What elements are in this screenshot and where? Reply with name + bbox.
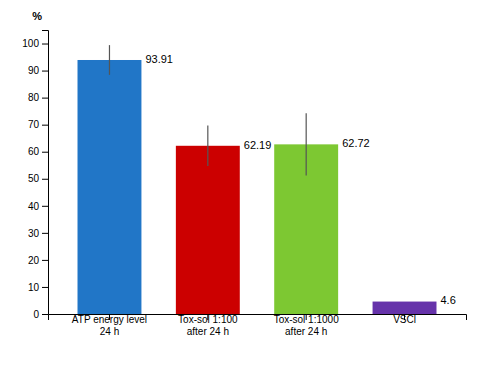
tick-label: 90 (28, 65, 40, 76)
tick-label-line: Tox-sol 1:100 (178, 314, 238, 325)
tick-mark (42, 287, 48, 288)
tick: ATP energy level24 h (72, 314, 147, 337)
tick-label-line: Tox-sol 1:1000 (274, 314, 339, 325)
tick-label: 10 (28, 282, 40, 293)
tick-label: 30 (28, 228, 40, 239)
axis-line (42, 31, 49, 315)
y-axis: 0 10 20 30 40 50 60 70 80 90 100 (22, 31, 48, 320)
tick-mark (42, 44, 48, 45)
tick-label: 60 (28, 146, 40, 157)
tick-label: VSCl (393, 314, 416, 325)
tick-label-line: VSCl (393, 314, 416, 325)
tick-label: 40 (28, 201, 40, 212)
tick-label: 0 (33, 309, 39, 320)
tick: 100 (22, 38, 48, 49)
tick-mark (42, 260, 48, 261)
tick-label-line: ATP energy level (72, 314, 147, 325)
tick-mark (42, 98, 48, 99)
tick-label-line: 24 h (100, 326, 119, 337)
tick-label: 70 (28, 119, 40, 130)
tick: Tox-sol 1:100after 24 h (178, 314, 238, 337)
tick-label: 100 (22, 38, 39, 49)
tick-mark (42, 233, 48, 234)
data-labels: 93.91 62.19 62.72 4.6 (145, 53, 455, 307)
tick: 50 (28, 173, 48, 184)
tick-mark (42, 179, 48, 180)
tick: 0 (33, 309, 48, 320)
tick-label: Tox-sol 1:1000after 24 h (274, 314, 339, 337)
tick-label: 50 (28, 173, 40, 184)
tick-mark (42, 206, 48, 207)
axis-title: % (32, 10, 42, 22)
bar (373, 302, 437, 314)
error-bar (207, 126, 208, 167)
tick-label: ATP energy level24 h (72, 314, 147, 337)
bar (176, 146, 240, 314)
tick: 90 (28, 65, 48, 76)
error-bar (109, 45, 110, 75)
plot: 0 10 20 30 40 50 60 70 80 90 100 ATP energy level24… (22, 31, 466, 337)
tick: 10 (28, 282, 48, 293)
tick-label: 80 (28, 92, 40, 103)
tick: 80 (28, 92, 48, 103)
tick: Tox-sol 1:1000after 24 h (274, 314, 339, 337)
tick-mark (42, 125, 48, 126)
chart: 0 10 20 30 40 50 60 70 80 90 100 ATP energy level24… (0, 0, 500, 366)
tick: 60 (28, 146, 48, 157)
tick-label-line: after 24 h (187, 326, 229, 337)
tick-label: Tox-sol 1:100after 24 h (178, 314, 238, 337)
tick: 70 (28, 119, 48, 130)
bar (78, 60, 142, 314)
tick: VSCl (393, 314, 416, 325)
tick-mark (42, 71, 48, 72)
tick: 30 (28, 228, 48, 239)
tick-label: 20 (28, 255, 40, 266)
data-label: 62.72 (342, 137, 370, 149)
data-label: 62.19 (244, 139, 272, 151)
tick-mark (42, 152, 48, 153)
x-axis: ATP energy level24 hTox-sol 1:100after 2… (49, 314, 467, 337)
tick-mark (42, 314, 48, 315)
tick-label-line: after 24 h (285, 326, 327, 337)
data-label: 4.6 (440, 294, 455, 306)
tick: 20 (28, 255, 48, 266)
data-label: 93.91 (145, 53, 173, 65)
marks (78, 45, 437, 314)
error-bar (306, 113, 307, 175)
tick: 40 (28, 201, 48, 212)
